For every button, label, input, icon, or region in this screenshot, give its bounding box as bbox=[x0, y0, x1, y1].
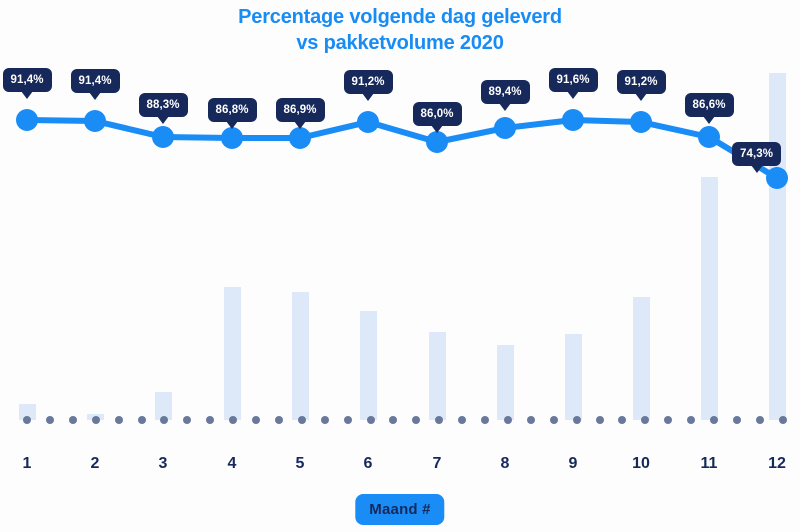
x-axis-tick-12: 12 bbox=[768, 455, 786, 472]
line-series-layer bbox=[24, 117, 780, 181]
volume-bar bbox=[224, 287, 241, 420]
data-label-tooltip: 86,8% bbox=[207, 98, 257, 129]
axis-marker-dot bbox=[572, 416, 581, 424]
x-axis-tick-11: 11 bbox=[700, 455, 718, 472]
x-axis-tick-3: 3 bbox=[158, 455, 168, 472]
axis-marker-dot bbox=[664, 416, 673, 424]
volume-bar bbox=[19, 404, 36, 420]
data-label-tooltip: 91,4% bbox=[2, 68, 52, 99]
axis-marker-dot bbox=[778, 416, 787, 424]
data-point-node[interactable] bbox=[766, 167, 788, 189]
data-label-tooltip: 91,6% bbox=[548, 68, 598, 99]
axis-marker-dot bbox=[320, 416, 329, 424]
x-axis-tick-1: 1 bbox=[22, 455, 32, 472]
axis-marker-dot bbox=[229, 416, 238, 424]
data-label-tooltip: 91,2% bbox=[343, 70, 393, 101]
x-axis-tick-10: 10 bbox=[632, 455, 650, 472]
data-label-tooltip: 86,0% bbox=[412, 102, 462, 133]
axis-marker-dot bbox=[710, 416, 718, 424]
data-point-node[interactable] bbox=[357, 111, 379, 133]
data-point-node[interactable] bbox=[152, 126, 174, 148]
data-point-node[interactable] bbox=[630, 111, 652, 133]
axis-marker-dot bbox=[114, 416, 123, 424]
axis-marker-dot bbox=[183, 416, 192, 424]
data-point-node[interactable] bbox=[562, 109, 584, 131]
axis-marker-dot bbox=[343, 416, 352, 424]
x-axis-tick-5: 5 bbox=[295, 455, 305, 472]
axis-marker-dot bbox=[641, 416, 650, 424]
data-point-node[interactable] bbox=[16, 109, 38, 131]
axis-marker-dot bbox=[252, 416, 260, 424]
axis-marker-dot bbox=[481, 416, 489, 424]
data-label-tooltip: 91,2% bbox=[616, 70, 666, 101]
data-label-tooltip: 74,3% bbox=[732, 142, 782, 173]
axis-marker-dot bbox=[389, 416, 398, 424]
volume-bar bbox=[497, 345, 514, 420]
axis-marker-dot bbox=[618, 416, 627, 424]
data-label-tooltip: 86,6% bbox=[684, 93, 734, 124]
data-label-tooltip: 91,4% bbox=[70, 69, 120, 100]
volume-bar bbox=[565, 334, 582, 420]
data-point-node[interactable] bbox=[698, 126, 720, 148]
axis-marker-dot bbox=[274, 416, 283, 424]
volume-bar bbox=[360, 311, 377, 420]
x-axis-tick-2: 2 bbox=[90, 455, 100, 472]
data-point-node[interactable] bbox=[221, 127, 243, 149]
axis-marker-dot bbox=[549, 416, 558, 424]
data-point-node[interactable] bbox=[84, 110, 106, 132]
axis-marker-dot bbox=[137, 416, 146, 424]
axis-marker-dot bbox=[297, 416, 306, 424]
x-axis-tick-6: 6 bbox=[363, 455, 373, 472]
x-axis-tick-4: 4 bbox=[227, 455, 237, 472]
data-label-tooltip: 89,4% bbox=[480, 80, 530, 111]
chart-title: Percentage volgende dag geleverd vs pakk… bbox=[0, 4, 800, 56]
data-point-node[interactable] bbox=[426, 131, 448, 153]
axis-marker-dot bbox=[206, 416, 215, 424]
chart-title-line-2: vs pakketvolume 2020 bbox=[296, 32, 504, 54]
axis-marker-dot bbox=[732, 416, 741, 424]
axis-marker-dot bbox=[458, 416, 467, 424]
axis-marker-dot bbox=[412, 416, 421, 424]
data-label-tooltip: 88,3% bbox=[138, 93, 188, 124]
x-axis-tick-7: 7 bbox=[432, 455, 442, 472]
axis-marker-dot bbox=[91, 416, 100, 424]
axis-marker-dot bbox=[687, 416, 696, 424]
x-axis-title-badge: Maand # bbox=[355, 494, 445, 525]
data-point-node[interactable] bbox=[494, 117, 516, 139]
axis-marker-dot bbox=[23, 416, 31, 424]
volume-bar bbox=[633, 297, 650, 420]
axis-marker-dot bbox=[45, 416, 54, 424]
volume-bar bbox=[701, 177, 718, 420]
chart-title-line-1: Percentage volgende dag geleverd bbox=[238, 6, 562, 28]
volume-bar bbox=[429, 332, 446, 420]
volume-bar bbox=[292, 292, 309, 420]
data-point-node[interactable] bbox=[289, 127, 311, 149]
plot-area: 91,4% 91,4% 88,3% 86,8% 86,9% 91,2% 86,0% 89,4%… bbox=[2, 68, 788, 424]
axis-marker-dot bbox=[595, 416, 604, 424]
axis-marker-dot bbox=[755, 416, 764, 424]
axis-marker-dot bbox=[526, 416, 535, 424]
axis-marker-dot bbox=[68, 416, 77, 424]
axis-marker-dot bbox=[435, 416, 444, 424]
x-axis-tick-9: 9 bbox=[568, 455, 578, 472]
axis-marker-dot bbox=[366, 416, 375, 424]
data-label-tooltip: 86,9% bbox=[275, 98, 325, 129]
x-axis-tick-8: 8 bbox=[500, 455, 510, 472]
axis-marker-dot bbox=[160, 416, 169, 424]
axis-marker-dot bbox=[503, 416, 512, 424]
volume-bar bbox=[155, 392, 172, 420]
series-line-path bbox=[24, 117, 780, 181]
